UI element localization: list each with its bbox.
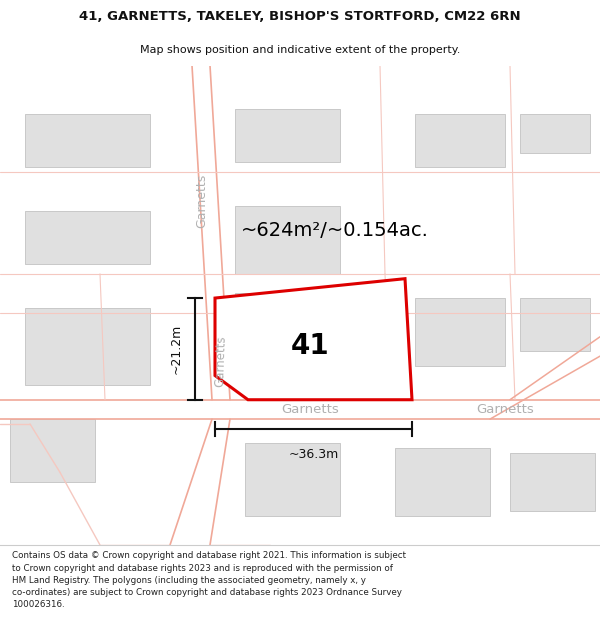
Bar <box>345 312 395 351</box>
Bar <box>235 206 340 274</box>
Text: Garnetts: Garnetts <box>476 403 534 416</box>
Bar <box>415 298 505 366</box>
Bar <box>235 109 340 162</box>
Bar <box>25 114 150 168</box>
Bar <box>235 293 330 361</box>
Bar <box>520 114 590 152</box>
Text: 41: 41 <box>290 332 329 361</box>
Text: Garnetts: Garnetts <box>214 335 229 387</box>
Bar <box>395 448 490 516</box>
Text: Map shows position and indicative extent of the property.: Map shows position and indicative extent… <box>140 45 460 55</box>
Text: 41, GARNETTS, TAKELEY, BISHOP'S STORTFORD, CM22 6RN: 41, GARNETTS, TAKELEY, BISHOP'S STORTFOR… <box>79 11 521 23</box>
Bar <box>245 443 340 516</box>
Bar <box>25 211 150 264</box>
Bar <box>510 453 595 511</box>
Bar <box>520 298 590 351</box>
Polygon shape <box>215 279 412 400</box>
Text: Contains OS data © Crown copyright and database right 2021. This information is : Contains OS data © Crown copyright and d… <box>12 551 406 609</box>
Text: ~36.3m: ~36.3m <box>289 448 338 461</box>
Text: ~21.2m: ~21.2m <box>170 324 183 374</box>
Bar <box>25 308 150 385</box>
Text: ~624m²/~0.154ac.: ~624m²/~0.154ac. <box>241 221 429 240</box>
Bar <box>10 419 95 482</box>
Text: Garnetts: Garnetts <box>281 403 339 416</box>
Bar <box>415 114 505 168</box>
Text: Garnetts: Garnetts <box>196 174 209 228</box>
